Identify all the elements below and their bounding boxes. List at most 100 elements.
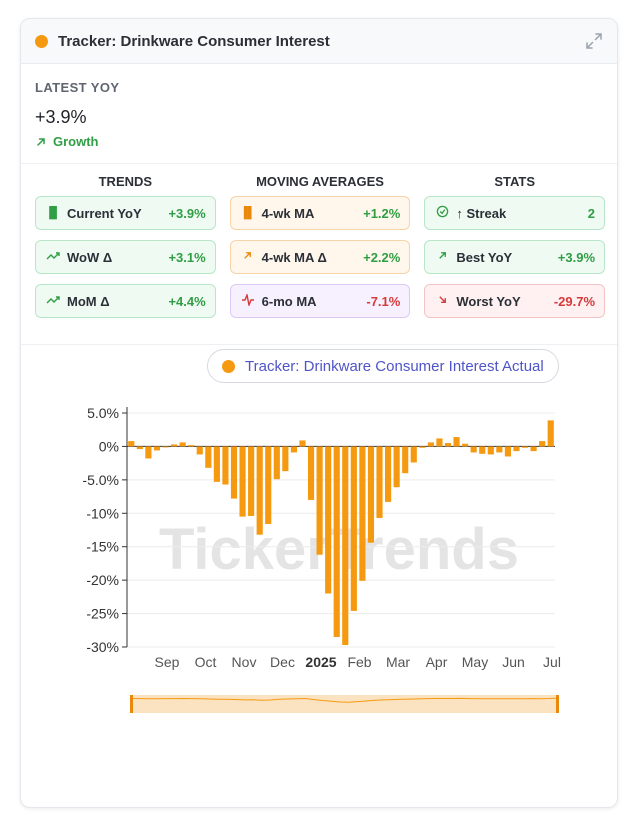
- metric-value: +2.2%: [363, 249, 401, 265]
- y-tick-label: -15%: [86, 539, 119, 555]
- bar[interactable]: [196, 446, 203, 455]
- legend-swatch: [222, 359, 235, 373]
- y-tick-label: -30%: [86, 639, 119, 655]
- column-heading: TRENDS: [98, 174, 153, 189]
- metrics-grid: TRENDS ▐▌ Current YoY +3.9% WoW Δ +3.1% …: [35, 174, 606, 328]
- bar[interactable]: [462, 443, 469, 447]
- bar[interactable]: [170, 444, 178, 447]
- bar[interactable]: [376, 446, 383, 518]
- latest-section: LATEST YOY +3.9% Growth: [21, 64, 617, 164]
- metric-mom-delta[interactable]: MoM Δ +4.4%: [35, 284, 216, 318]
- metric-best-yoy[interactable]: Best YoY +3.9%: [424, 240, 606, 274]
- bar[interactable]: [290, 446, 298, 453]
- bar[interactable]: [487, 446, 494, 455]
- bar[interactable]: [367, 446, 375, 543]
- range-handle-right[interactable]: [556, 695, 559, 713]
- bar[interactable]: [470, 446, 477, 453]
- bar[interactable]: [419, 446, 426, 448]
- bar[interactable]: [188, 445, 195, 447]
- arrow-down-right-icon: [434, 294, 450, 308]
- bar[interactable]: [299, 440, 306, 447]
- bar[interactable]: [453, 437, 460, 447]
- activity-icon: [240, 292, 256, 309]
- bar[interactable]: [213, 446, 220, 482]
- metric-4wk-ma[interactable]: ▐▌ 4-wk MA +1.2%: [229, 196, 411, 230]
- bar[interactable]: [256, 446, 263, 535]
- x-tick-label: Jun: [502, 654, 525, 670]
- range-slider-line: [130, 697, 559, 703]
- bar[interactable]: [307, 446, 315, 500]
- bar[interactable]: [325, 446, 332, 594]
- metric-value: +4.4%: [168, 293, 206, 309]
- x-tick-label: Nov: [232, 654, 257, 670]
- bar[interactable]: [282, 446, 289, 472]
- bar-chart-icon: ▐▌: [239, 207, 256, 219]
- bar[interactable]: [547, 420, 554, 447]
- bar[interactable]: [145, 446, 152, 459]
- metric-label: 4-wk MA: [261, 205, 315, 221]
- metric-label: Worst YoY: [456, 293, 521, 309]
- bar[interactable]: [179, 442, 186, 447]
- bar[interactable]: [444, 443, 452, 447]
- bar[interactable]: [436, 438, 443, 447]
- metric-value: 2: [587, 205, 596, 221]
- x-tick-label: Mar: [386, 654, 410, 670]
- bar[interactable]: [136, 446, 143, 450]
- expand-icon[interactable]: [585, 32, 603, 50]
- x-tick-label: Jul: [543, 654, 561, 670]
- bar[interactable]: [402, 446, 409, 474]
- bar[interactable]: [316, 446, 323, 555]
- bar[interactable]: [393, 446, 400, 488]
- bar[interactable]: [205, 446, 212, 468]
- card-title: Tracker: Drinkware Consumer Interest: [58, 32, 330, 50]
- moving-averages-column: MOVING AVERAGES ▐▌ 4-wk MA +1.2% 4-wk MA…: [229, 174, 411, 328]
- metric-label: 6-mo MA: [261, 293, 317, 309]
- metric-4wk-ma-delta[interactable]: 4-wk MA Δ +2.2%: [229, 240, 411, 274]
- bar[interactable]: [239, 446, 246, 517]
- bar[interactable]: [333, 446, 340, 637]
- bar[interactable]: [479, 446, 486, 454]
- x-tick-label: Sep: [155, 654, 180, 670]
- bar[interactable]: [384, 446, 392, 502]
- range-slider-track[interactable]: [131, 695, 558, 713]
- bar[interactable]: [222, 446, 229, 485]
- bar[interactable]: [504, 446, 512, 457]
- chart-legend[interactable]: Tracker: Drinkware Consumer Interest Act…: [207, 349, 559, 383]
- bar[interactable]: [230, 446, 238, 499]
- metric-streak[interactable]: ↑ Streak 2: [424, 196, 606, 230]
- metric-value: +3.9%: [168, 205, 206, 221]
- bar[interactable]: [427, 442, 434, 447]
- bar[interactable]: [496, 446, 503, 453]
- bar[interactable]: [521, 446, 529, 448]
- bar[interactable]: [248, 446, 255, 516]
- bar[interactable]: [342, 446, 349, 645]
- trending-up-icon: [45, 251, 61, 264]
- bar[interactable]: [350, 446, 357, 611]
- column-heading: MOVING AVERAGES: [256, 174, 384, 189]
- bar[interactable]: [265, 446, 272, 524]
- range-handle-left[interactable]: [130, 695, 133, 713]
- bar[interactable]: [359, 446, 366, 581]
- metric-wow-delta[interactable]: WoW Δ +3.1%: [35, 240, 216, 274]
- bar[interactable]: [128, 441, 135, 447]
- bar[interactable]: [162, 446, 169, 448]
- bar-chart-icon: ▐▌: [45, 207, 61, 219]
- legend-label: Tracker: Drinkware Consumer Interest Act…: [245, 357, 544, 375]
- metric-current-yoy[interactable]: ▐▌ Current YoY +3.9%: [35, 196, 216, 230]
- trending-up-icon: [45, 295, 61, 308]
- bar[interactable]: [410, 446, 417, 463]
- y-tick-label: -10%: [86, 505, 119, 521]
- bar[interactable]: [530, 446, 537, 452]
- latest-value: +3.9%: [35, 107, 87, 127]
- metric-worst-yoy[interactable]: Worst YoY -29.7%: [424, 284, 606, 318]
- bar[interactable]: [273, 446, 280, 480]
- metric-label: Best YoY: [456, 249, 513, 265]
- metric-6mo-ma[interactable]: 6-mo MA -7.1%: [229, 284, 411, 318]
- range-slider[interactable]: [130, 695, 559, 713]
- bar[interactable]: [513, 446, 520, 452]
- metric-value: +3.9%: [557, 249, 596, 265]
- bar[interactable]: [153, 446, 161, 451]
- metric-value: +1.2%: [363, 205, 401, 221]
- bar[interactable]: [539, 441, 546, 447]
- tracker-card: Tracker: Drinkware Consumer Interest LAT…: [20, 18, 618, 808]
